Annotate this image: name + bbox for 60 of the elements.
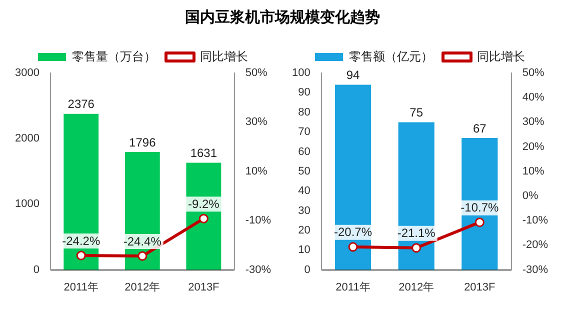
y2-tick-label: 30% xyxy=(245,116,268,128)
y2-tick-label: 10% xyxy=(522,165,545,178)
text: 国内豆浆机市场规模变化趋势 xyxy=(184,8,381,27)
y-tick-label: 70 xyxy=(298,126,310,138)
y-tick-label: 30 xyxy=(298,204,310,217)
y2-tick-label: 30% xyxy=(522,116,545,128)
y2-tick-label: 50% xyxy=(245,67,268,80)
y-tick-label: 2000 xyxy=(14,132,40,145)
data-label: 1631 xyxy=(190,146,218,160)
legend-label: 同比增长 xyxy=(477,49,525,64)
point xyxy=(138,251,148,261)
y2-tick-label: 0% xyxy=(522,190,538,202)
data-label: -9.2% xyxy=(188,196,220,211)
y-tick-label: 90 xyxy=(298,86,310,99)
y-tick-label: 3000 xyxy=(14,67,40,80)
y-tick-label: 80 xyxy=(298,106,310,118)
y2-tick-label: -10% xyxy=(245,214,272,227)
y2-tick-label: 50% xyxy=(522,67,545,80)
point xyxy=(474,218,484,228)
point xyxy=(76,250,86,260)
x-tick-label: 2013F xyxy=(464,281,496,294)
x-tick-label: 2011年 xyxy=(336,281,370,294)
x-tick-label: 2012年 xyxy=(398,281,434,294)
y-tick-label: 60 xyxy=(298,146,310,158)
y-tick-label: 0 xyxy=(33,264,40,276)
y2-tick-label: -30% xyxy=(245,264,272,276)
data-label: -20.7% xyxy=(334,225,372,240)
y-tick-label: 40 xyxy=(298,185,310,198)
legend-label: 零售额（亿元） xyxy=(349,49,433,64)
point xyxy=(412,243,422,253)
data-label: 2376 xyxy=(68,97,95,112)
y-tick-label: 100 xyxy=(292,67,310,80)
data-label: -24.2% xyxy=(62,234,100,248)
bar xyxy=(334,84,372,270)
y-tick-label: 1000 xyxy=(14,198,40,210)
y2-tick-label: -10% xyxy=(522,214,548,227)
data-label: -24.4% xyxy=(123,234,162,248)
x-tick-label: 2012年 xyxy=(124,281,160,294)
point xyxy=(198,214,208,224)
y2-tick-label: -20% xyxy=(522,239,548,252)
y-tick-label: 0 xyxy=(304,264,310,276)
bar xyxy=(64,114,99,270)
data-label: 1796 xyxy=(129,135,156,150)
y-tick-label: 10 xyxy=(298,244,310,256)
legend-label: 零售量（万台） xyxy=(72,49,156,64)
y-tick-label: 20 xyxy=(298,224,310,236)
data-label: 75 xyxy=(410,106,424,120)
y2-tick-label: 20% xyxy=(522,140,545,153)
y-tick-label: 50 xyxy=(298,165,310,178)
x-tick-label: 2011年 xyxy=(64,281,98,294)
x-tick-label: 2013F xyxy=(188,281,220,294)
y2-tick-label: 40% xyxy=(522,92,545,104)
data-label: 94 xyxy=(346,68,360,82)
data-label: -21.1% xyxy=(397,226,436,240)
y2-tick-label: 10% xyxy=(245,165,268,178)
point xyxy=(348,242,358,252)
data-label: -10.7% xyxy=(460,200,499,215)
data-label: 67 xyxy=(472,121,487,136)
legend-label: 同比增长 xyxy=(200,49,248,64)
y2-tick-label: -30% xyxy=(522,264,548,276)
